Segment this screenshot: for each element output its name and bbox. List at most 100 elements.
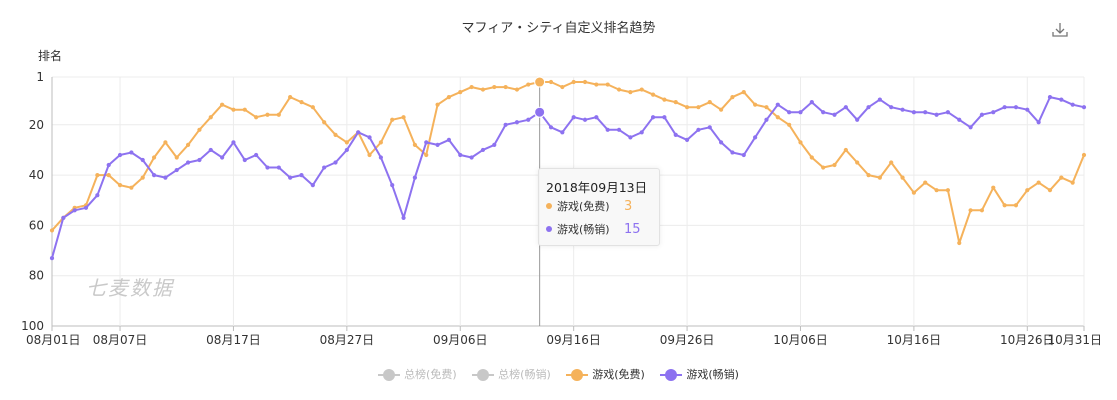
- data-point: [684, 105, 690, 110]
- data-point: [163, 140, 168, 145]
- data-point: [934, 188, 939, 193]
- data-point: [95, 193, 100, 198]
- data-point: [843, 105, 848, 110]
- data-point: [798, 110, 803, 115]
- data-point: [1002, 203, 1007, 208]
- data-point: [1081, 152, 1087, 158]
- data-point: [344, 140, 349, 145]
- hover-point: [534, 106, 546, 118]
- data-point: [254, 115, 259, 120]
- data-point: [628, 89, 633, 95]
- data-point: [923, 180, 928, 185]
- legend-item-game-free[interactable]: 游戏(免费): [566, 366, 645, 382]
- legend-label: 游戏(免费): [592, 368, 645, 381]
- data-point: [503, 122, 508, 127]
- data-point: [639, 87, 644, 92]
- data-point: [378, 140, 383, 145]
- data-point: [1013, 105, 1019, 110]
- data-point: [628, 135, 633, 140]
- data-point: [707, 100, 712, 105]
- data-point: [390, 117, 395, 122]
- data-point: [288, 95, 293, 100]
- data-point: [503, 84, 508, 90]
- data-point: [412, 142, 418, 148]
- data-point: [514, 120, 520, 125]
- data-point: [900, 107, 905, 112]
- data-point: [605, 127, 610, 132]
- legend-marker: [472, 369, 495, 381]
- data-point: [458, 89, 463, 95]
- watermark: 七麦数据: [86, 276, 174, 300]
- data-point: [809, 155, 814, 160]
- data-point: [945, 188, 951, 193]
- data-point: [526, 82, 531, 87]
- data-point: [1025, 188, 1030, 193]
- data-point: [991, 185, 996, 190]
- data-point: [435, 142, 440, 148]
- x-tick-label: 08月27日: [320, 333, 375, 347]
- data-point: [1070, 180, 1075, 185]
- data-point: [548, 125, 554, 130]
- data-point: [877, 97, 882, 102]
- data-point: [492, 142, 497, 148]
- data-point: [1002, 105, 1007, 110]
- data-point: [764, 105, 769, 110]
- tooltip: 2018年09月13日 游戏(免费) 3 游戏(畅销) 15: [538, 168, 660, 246]
- data-point: [288, 175, 293, 180]
- chart-title: マフィア・シティ自定义排名趋势: [461, 21, 656, 36]
- legend-item-total-grossing[interactable]: 总榜(畅销): [472, 366, 551, 382]
- legend-label: 总榜(畅销): [498, 368, 551, 381]
- data-point: [650, 92, 656, 97]
- data-point: [753, 135, 758, 140]
- data-point: [639, 130, 644, 135]
- data-point: [435, 102, 440, 107]
- data-point: [945, 110, 951, 115]
- data-point: [718, 107, 724, 112]
- data-point: [276, 165, 281, 170]
- data-point: [117, 152, 123, 158]
- data-point: [1036, 120, 1041, 125]
- legend: 总榜(免费) 总榜(畅销) 游戏(免费) 游戏(畅销): [0, 366, 1117, 382]
- data-point: [560, 130, 565, 135]
- data-point: [1059, 97, 1064, 102]
- data-point: [49, 228, 55, 233]
- data-point: [480, 147, 486, 153]
- data-point: [231, 107, 236, 112]
- data-point: [582, 79, 588, 85]
- data-point: [72, 208, 77, 213]
- x-tick-label: 10月16日: [887, 333, 942, 347]
- data-point: [571, 115, 576, 120]
- data-point: [560, 84, 565, 90]
- data-point: [866, 105, 871, 110]
- y-tick-label: 40: [29, 168, 44, 182]
- y-axis-unit-label: 排名: [38, 49, 63, 63]
- legend-item-total-free[interactable]: 总榜(免费): [378, 366, 457, 382]
- tooltip-marker: [546, 203, 552, 209]
- legend-label: 游戏(畅销): [686, 368, 739, 381]
- download-icon[interactable]: [1050, 20, 1070, 40]
- data-point: [923, 110, 928, 115]
- data-point: [787, 122, 792, 127]
- series-layer: [49, 79, 1087, 261]
- data-point: [889, 160, 894, 165]
- data-point: [492, 84, 497, 90]
- data-point: [446, 95, 452, 100]
- data-point: [299, 100, 304, 105]
- data-point: [718, 140, 724, 145]
- data-point: [185, 160, 191, 165]
- legend-item-game-grossing[interactable]: 游戏(畅销): [660, 366, 739, 382]
- x-tick-label: 10月26日: [1000, 333, 1055, 347]
- data-point: [843, 147, 848, 153]
- x-tick-label: 10月06日: [773, 333, 828, 347]
- data-point: [684, 137, 690, 142]
- data-point: [322, 120, 327, 125]
- data-point: [174, 155, 179, 160]
- data-point: [968, 208, 973, 213]
- y-tick-label: 80: [29, 269, 44, 283]
- legend-marker: [378, 369, 401, 381]
- data-point: [469, 84, 474, 90]
- data-point: [151, 172, 157, 178]
- data-point: [889, 105, 894, 110]
